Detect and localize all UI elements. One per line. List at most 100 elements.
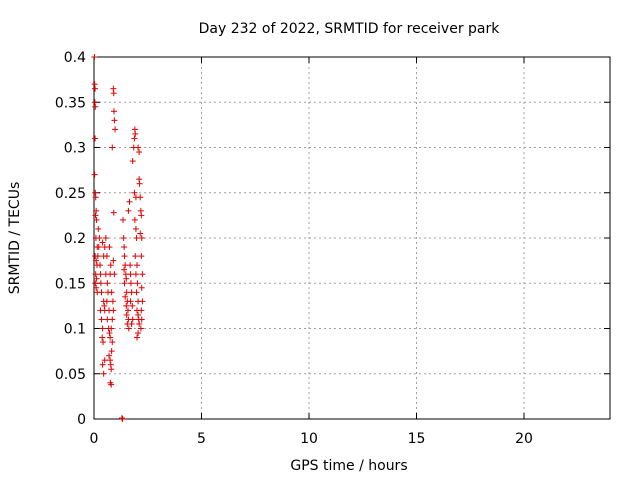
data-point <box>97 262 104 269</box>
data-point <box>126 198 133 205</box>
data-point <box>92 194 99 201</box>
data-point <box>127 280 134 287</box>
chart-title: Day 232 of 2022, SRMTID for receiver par… <box>199 21 501 37</box>
data-point <box>132 130 139 137</box>
data-point <box>91 171 98 178</box>
data-point <box>92 280 99 287</box>
data-point <box>118 415 125 422</box>
data-point <box>109 339 116 346</box>
data-point <box>137 194 144 201</box>
data-point <box>136 180 143 187</box>
data-point <box>138 212 145 219</box>
data-point <box>132 225 139 232</box>
data-point <box>123 311 130 318</box>
data-point <box>110 307 117 314</box>
data-point <box>139 298 146 305</box>
y-tick-label: 0.1 <box>64 322 86 338</box>
data-point <box>92 85 99 92</box>
data-point <box>136 149 143 156</box>
data-point <box>106 352 113 359</box>
data-point <box>129 316 136 323</box>
data-point <box>112 126 119 133</box>
data-point <box>110 108 117 115</box>
data-point <box>106 244 113 251</box>
data-point <box>123 302 130 309</box>
data-point <box>99 361 106 368</box>
y-tick-label: 0.15 <box>55 276 86 292</box>
data-point <box>121 280 128 287</box>
data-point <box>110 90 117 97</box>
data-point <box>123 275 130 282</box>
data-point <box>120 216 127 223</box>
data-point <box>91 54 98 60</box>
data-point <box>108 366 115 373</box>
x-tick-label: 15 <box>408 431 426 447</box>
data-point <box>92 135 99 142</box>
data-point <box>138 307 145 314</box>
data-point <box>138 316 145 323</box>
data-point <box>98 289 105 296</box>
y-tick-label: 0.4 <box>64 50 86 66</box>
data-point <box>136 320 143 327</box>
data-point <box>129 158 136 165</box>
data-points <box>91 54 146 422</box>
data-point <box>108 325 115 332</box>
data-point <box>139 271 146 278</box>
data-point <box>135 144 142 151</box>
x-tick-label: 10 <box>300 431 318 447</box>
data-point <box>138 235 145 241</box>
data-point <box>131 216 138 223</box>
data-point <box>99 334 106 341</box>
data-point <box>137 325 144 332</box>
grid-lines <box>94 57 610 419</box>
data-point <box>108 348 115 355</box>
data-point <box>111 117 118 124</box>
data-point <box>109 144 116 151</box>
data-point <box>131 189 138 196</box>
data-point <box>109 316 116 323</box>
data-point <box>104 280 111 287</box>
data-point <box>92 212 99 219</box>
data-point <box>127 298 134 305</box>
y-tick-label: 0.2 <box>64 231 86 247</box>
y-tick-label: 0.3 <box>64 141 86 157</box>
data-point <box>132 253 139 260</box>
data-point <box>97 271 104 278</box>
data-point <box>108 381 115 388</box>
data-point <box>98 316 105 323</box>
data-point <box>107 357 114 364</box>
data-point <box>92 103 99 110</box>
data-point <box>125 325 132 332</box>
data-point <box>101 357 108 364</box>
data-point <box>134 280 141 287</box>
data-point <box>93 216 100 223</box>
data-point <box>106 330 113 337</box>
axis-ticks <box>93 56 610 420</box>
data-point <box>133 235 140 241</box>
data-point <box>122 293 129 300</box>
data-point <box>100 339 107 346</box>
data-point <box>135 311 142 318</box>
data-point <box>127 262 134 269</box>
data-point <box>132 271 139 278</box>
data-point <box>134 262 140 269</box>
y-axis-label: SRMTID / TECUs <box>7 182 23 295</box>
data-point <box>100 370 107 377</box>
x-tick-label: 0 <box>90 431 99 447</box>
data-point <box>138 253 145 260</box>
data-point <box>93 284 100 291</box>
data-point <box>96 235 103 241</box>
x-tick-label: 20 <box>515 431 533 447</box>
data-point <box>120 235 127 241</box>
y-tick-label: 0.35 <box>55 95 86 111</box>
data-point <box>94 253 101 260</box>
data-point <box>138 284 145 291</box>
data-point <box>108 289 115 296</box>
data-point <box>131 135 138 142</box>
data-point <box>110 257 117 264</box>
data-point <box>95 244 102 251</box>
x-tick-label: 5 <box>197 431 206 447</box>
data-point <box>107 262 114 269</box>
data-point <box>119 416 126 422</box>
